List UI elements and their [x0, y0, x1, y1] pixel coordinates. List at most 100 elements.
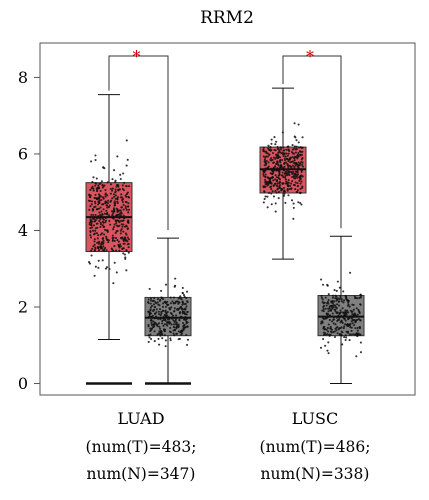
- data-point: [297, 161, 300, 164]
- data-point: [265, 159, 268, 163]
- data-point: [93, 238, 96, 241]
- data-point: [185, 343, 189, 346]
- data-point: [120, 223, 123, 226]
- data-point: [151, 304, 154, 307]
- data-point: [104, 195, 107, 198]
- data-point: [120, 193, 123, 196]
- data-point: [327, 307, 330, 310]
- category-sublabel-lusc-2: num(N)=338): [261, 465, 370, 483]
- data-point: [89, 227, 92, 230]
- data-point: [114, 197, 117, 200]
- data-point: [279, 148, 283, 151]
- data-point: [180, 329, 183, 333]
- data-point: [119, 173, 122, 176]
- data-point: [275, 191, 278, 194]
- data-point: [281, 171, 284, 174]
- data-point: [162, 309, 165, 312]
- data-point: [94, 227, 97, 230]
- data-point: [277, 151, 280, 154]
- data-point: [323, 328, 326, 331]
- data-point: [169, 302, 172, 305]
- data-point: [335, 289, 338, 292]
- data-point: [92, 213, 95, 217]
- data-point: [122, 203, 125, 206]
- data-point: [301, 185, 304, 188]
- data-point: [182, 324, 186, 327]
- data-point: [161, 305, 165, 308]
- data-point: [89, 219, 93, 222]
- data-point: [350, 320, 353, 323]
- data-point: [272, 161, 275, 165]
- data-point: [280, 174, 283, 177]
- data-point: [339, 309, 342, 312]
- data-point: [104, 200, 107, 203]
- data-point: [275, 179, 279, 182]
- data-point: [158, 325, 161, 328]
- data-point: [301, 163, 304, 166]
- data-point: [181, 308, 184, 311]
- data-point: [356, 329, 359, 332]
- data-point: [277, 190, 280, 193]
- data-point: [341, 307, 344, 310]
- data-point: [300, 180, 303, 183]
- data-point: [291, 175, 294, 179]
- data-point: [152, 323, 155, 326]
- data-point: [103, 250, 106, 253]
- data-point: [295, 145, 298, 148]
- data-point: [124, 205, 127, 208]
- data-point: [274, 143, 277, 146]
- data-point: [278, 151, 281, 154]
- data-point: [99, 206, 102, 209]
- data-point: [164, 319, 167, 322]
- significance-bracket: [282, 55, 342, 229]
- data-point: [119, 229, 122, 232]
- data-point: [263, 190, 266, 193]
- data-point: [94, 213, 97, 217]
- data-point: [359, 293, 362, 296]
- data-point: [266, 181, 269, 184]
- data-point: [152, 320, 155, 323]
- data-point: [102, 239, 105, 242]
- data-point: [331, 312, 334, 315]
- data-point: [121, 184, 124, 187]
- data-point: [287, 194, 290, 197]
- data-point: [290, 199, 294, 202]
- data-point: [322, 306, 325, 309]
- data-point: [103, 233, 106, 236]
- data-point: [285, 148, 288, 151]
- data-point: [122, 208, 125, 211]
- data-point: [269, 145, 272, 149]
- significance-bracket: [108, 55, 169, 231]
- data-point: [321, 320, 324, 323]
- data-point: [267, 165, 270, 168]
- data-point: [97, 193, 100, 196]
- data-point: [121, 199, 124, 202]
- data-point: [263, 164, 266, 167]
- data-point: [103, 202, 107, 205]
- data-point: [101, 224, 104, 227]
- data-point: [299, 182, 302, 185]
- data-point: [267, 144, 270, 147]
- data-point: [349, 271, 352, 274]
- data-point: [126, 240, 129, 243]
- data-point: [279, 181, 282, 184]
- data-point: [283, 157, 286, 160]
- data-point: [338, 286, 341, 289]
- data-point: [265, 155, 268, 158]
- data-point: [293, 184, 296, 187]
- data-point: [263, 178, 267, 181]
- data-point: [91, 180, 94, 183]
- data-point: [296, 182, 299, 185]
- data-point: [103, 225, 106, 228]
- data-point: [121, 200, 125, 204]
- data-point: [336, 280, 339, 283]
- category-sublabel-luad-2: num(N)=347): [87, 465, 196, 483]
- data-point: [158, 308, 162, 311]
- data-point: [334, 310, 337, 313]
- data-point: [186, 325, 189, 328]
- data-point: [124, 257, 127, 260]
- data-point: [88, 221, 91, 224]
- data-point: [99, 223, 103, 226]
- data-point: [113, 245, 116, 248]
